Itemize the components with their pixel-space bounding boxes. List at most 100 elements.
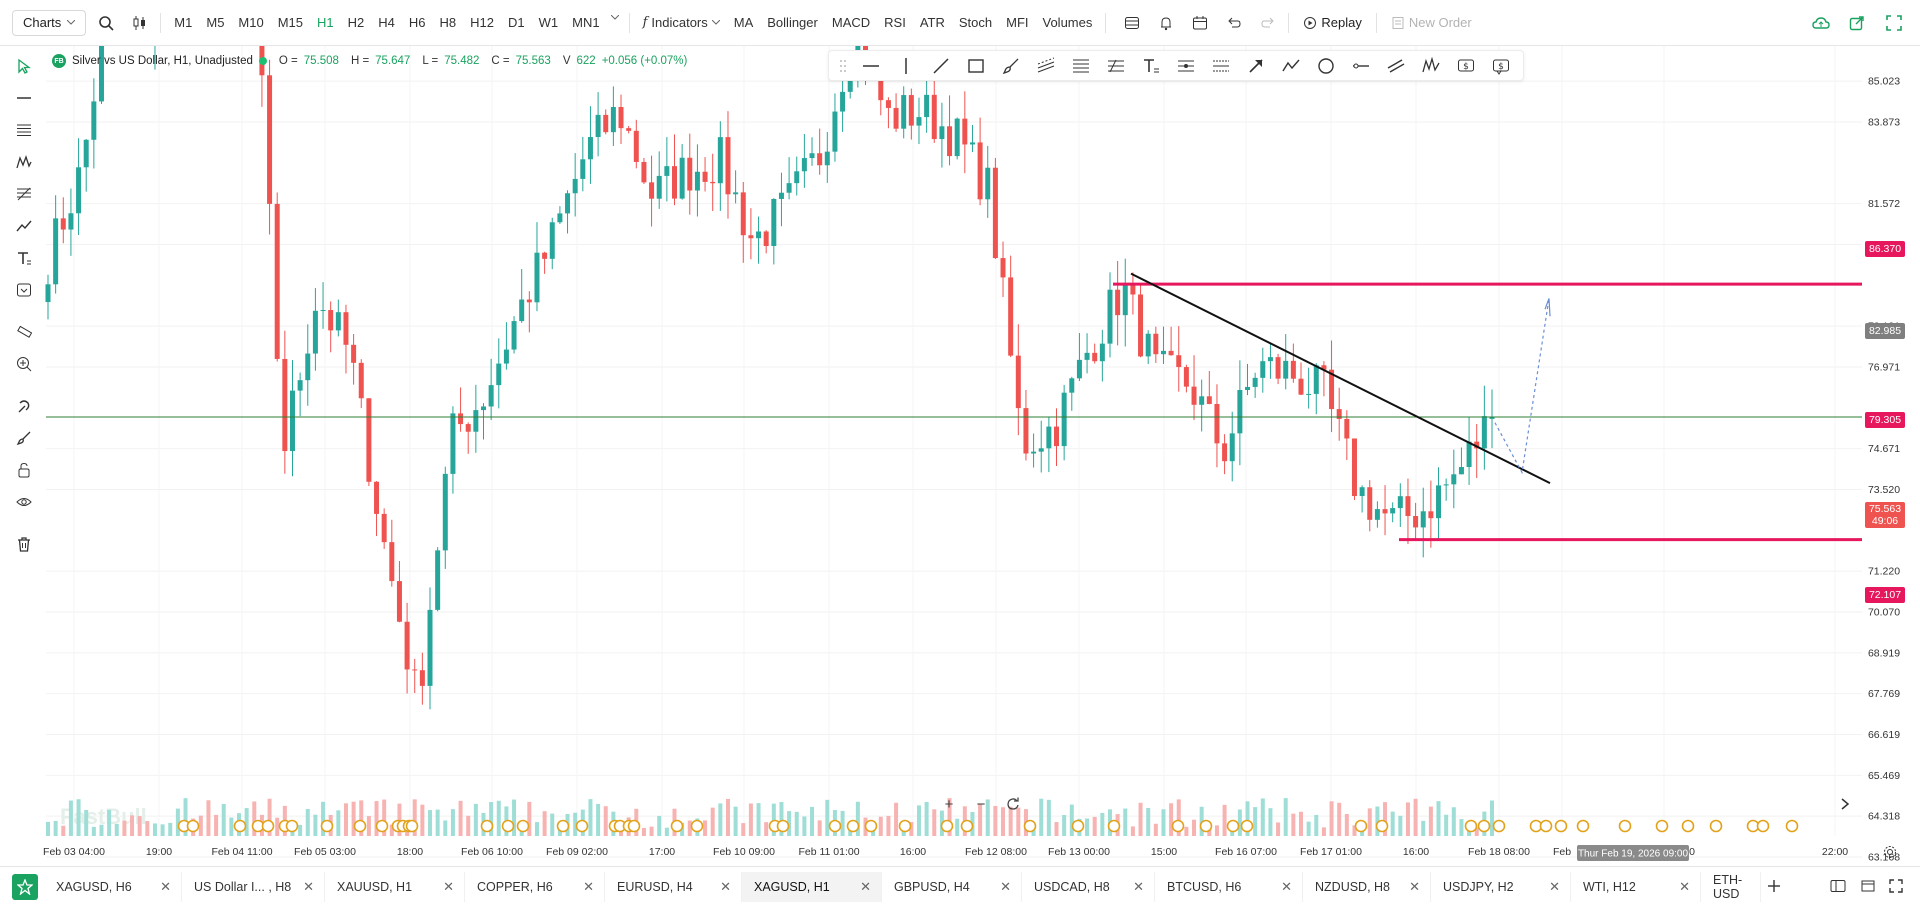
symbol-tab[interactable]: EURUSD, H4 ✕ <box>605 871 742 902</box>
event-marker-icon[interactable] <box>261 819 275 833</box>
trend-icon[interactable] <box>12 214 36 238</box>
event-marker-icon[interactable] <box>670 819 684 833</box>
event-marker-icon[interactable] <box>1375 819 1389 833</box>
event-marker-icon[interactable] <box>1756 819 1770 833</box>
indicator-bollinger[interactable]: Bollinger <box>767 15 818 30</box>
gann-fan-icon[interactable] <box>1168 51 1203 80</box>
close-tab-icon[interactable]: ✕ <box>1549 878 1560 894</box>
close-tab-icon[interactable]: ✕ <box>1133 878 1144 894</box>
add-tab-icon[interactable] <box>1762 874 1786 898</box>
zoom-in-icon[interactable] <box>12 352 36 376</box>
rectangle-icon[interactable] <box>958 51 993 80</box>
projection-path[interactable] <box>1494 298 1550 475</box>
event-marker-icon[interactable] <box>1785 819 1799 833</box>
charts-dropdown[interactable]: Charts <box>12 9 87 36</box>
symbol-tab[interactable]: US Dollar I... , H8 ✕ <box>182 871 325 902</box>
replay-button[interactable]: Replay <box>1295 15 1369 30</box>
event-marker-icon[interactable] <box>480 819 494 833</box>
event-marker-icon[interactable] <box>828 819 842 833</box>
event-marker-icon[interactable] <box>1071 819 1085 833</box>
text-icon[interactable] <box>12 246 36 270</box>
timeframe-h8[interactable]: H8 <box>439 15 457 30</box>
indicator-volumes[interactable]: Volumes <box>1042 15 1093 30</box>
timeframe-m5[interactable]: M5 <box>206 15 225 30</box>
parallel-channel-icon[interactable] <box>1028 51 1063 80</box>
symbol-tab[interactable]: NZDUSD, H8 ✕ <box>1303 871 1431 902</box>
pattern-icon[interactable] <box>12 150 36 174</box>
event-marker-icon[interactable] <box>1171 819 1185 833</box>
event-marker-icon[interactable] <box>1226 819 1240 833</box>
fibonacci-icon[interactable] <box>12 182 36 206</box>
symbol-tab[interactable]: BTCUSD, H6 ✕ <box>1155 871 1303 902</box>
eye-icon[interactable] <box>12 490 36 514</box>
symbol-tab[interactable]: USDJPY, H2 ✕ <box>1431 871 1571 902</box>
brush-icon[interactable] <box>12 426 36 450</box>
pitchfork-icon[interactable] <box>1203 51 1238 80</box>
timeframe-mn1[interactable]: MN1 <box>572 15 600 30</box>
close-tab-icon[interactable]: ✕ <box>720 878 731 894</box>
window-icon[interactable] <box>1856 874 1880 898</box>
event-marker-icon[interactable] <box>1655 819 1669 833</box>
timeframe-h4[interactable]: H4 <box>378 15 395 30</box>
event-marker-icon[interactable] <box>353 819 367 833</box>
symbol-tab[interactable]: USDCAD, H8 ✕ <box>1022 871 1155 902</box>
timeframe-w1[interactable]: W1 <box>538 15 559 30</box>
chart-settings-icon[interactable] <box>1880 842 1900 862</box>
home-button[interactable] <box>12 873 38 900</box>
event-marker-icon[interactable] <box>1681 819 1695 833</box>
channel-icon[interactable] <box>12 118 36 142</box>
indicator-rsi[interactable]: RSI <box>884 15 906 30</box>
arrow-icon[interactable] <box>1238 51 1273 80</box>
indicator-atr[interactable]: ATR <box>919 15 945 30</box>
horizontal-line-icon[interactable] <box>853 51 888 80</box>
calendar-icon[interactable] <box>1186 9 1214 37</box>
event-marker-icon[interactable] <box>516 819 530 833</box>
trend-line-icon[interactable] <box>923 51 958 80</box>
trash-icon[interactable] <box>12 532 36 556</box>
drag-handle-icon[interactable] <box>833 51 853 80</box>
event-marker-icon[interactable] <box>233 819 247 833</box>
timeframe-h12[interactable]: H12 <box>470 15 494 30</box>
symbol-tab[interactable]: XAUUSD, H1 ✕ <box>325 871 465 902</box>
trend-line[interactable] <box>1130 272 1551 485</box>
zoom-out-button[interactable]: − <box>976 795 986 813</box>
path-icon[interactable] <box>1273 51 1308 80</box>
indicator-stoch[interactable]: Stoch <box>958 15 993 30</box>
share-icon[interactable] <box>1843 9 1871 37</box>
close-tab-icon[interactable]: ✕ <box>583 878 594 894</box>
symbol-tab[interactable]: XAGUSD, H1 ✕ <box>742 871 882 902</box>
timeframe-h6[interactable]: H6 <box>408 15 426 30</box>
cloud-upload-icon[interactable] <box>1807 9 1835 37</box>
close-tab-icon[interactable]: ✕ <box>1409 878 1420 894</box>
event-marker-icon[interactable] <box>405 819 419 833</box>
event-marker-icon[interactable] <box>898 819 912 833</box>
elliott-wave-icon[interactable] <box>1413 51 1448 80</box>
timeframe-more-icon[interactable] <box>610 15 619 20</box>
event-marker-icon[interactable] <box>940 819 954 833</box>
legend-title[interactable]: Silver vs US Dollar, H1, Unadjusted <box>72 55 253 67</box>
timeframe-m10[interactable]: M10 <box>238 15 264 30</box>
event-marker-icon[interactable] <box>1539 819 1553 833</box>
event-marker-icon[interactable] <box>1576 819 1590 833</box>
event-marker-icon[interactable] <box>575 819 589 833</box>
event-marker-icon[interactable] <box>1554 819 1568 833</box>
text-tool-icon[interactable] <box>1133 51 1168 80</box>
event-marker-icon[interactable] <box>285 819 299 833</box>
close-tab-icon[interactable]: ✕ <box>160 878 171 894</box>
event-marker-icon[interactable] <box>186 819 200 833</box>
timeframe-d1[interactable]: D1 <box>508 15 525 30</box>
symbol-tab[interactable]: WTI, H12 ✕ <box>1571 871 1701 902</box>
scroll-right-button[interactable] <box>1834 794 1856 814</box>
event-marker-icon[interactable] <box>556 819 570 833</box>
event-marker-icon[interactable] <box>1477 819 1491 833</box>
price-note-icon[interactable]: $ <box>1483 51 1518 80</box>
brush-icon[interactable] <box>993 51 1028 80</box>
expand-icon[interactable] <box>1884 874 1908 898</box>
alert-icon[interactable] <box>1152 9 1180 37</box>
indicator-ma[interactable]: MA <box>733 15 754 30</box>
symbol-tab[interactable]: GBPUSD, H4 ✕ <box>882 871 1022 902</box>
event-marker-icon[interactable] <box>501 819 515 833</box>
close-tab-icon[interactable]: ✕ <box>1679 878 1690 894</box>
ray-icon[interactable] <box>1343 51 1378 80</box>
close-tab-icon[interactable]: ✕ <box>303 878 314 894</box>
